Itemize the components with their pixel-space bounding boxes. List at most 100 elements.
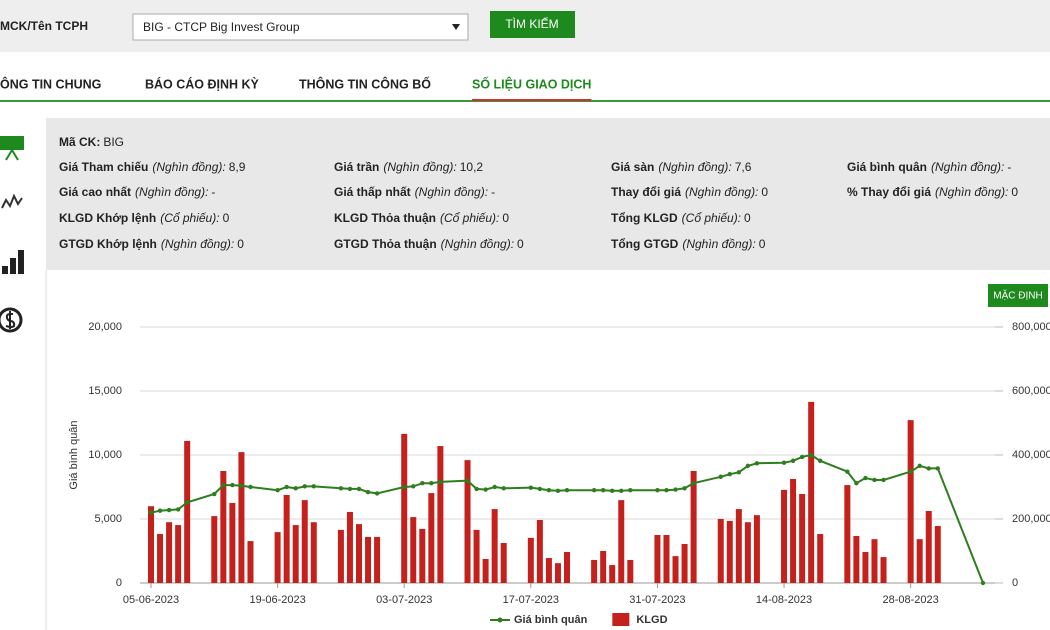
reset-button[interactable] bbox=[988, 284, 1048, 307]
info-label: Giá sàn bbox=[611, 160, 654, 174]
line-point bbox=[374, 491, 380, 496]
line-point bbox=[347, 486, 353, 492]
line-point bbox=[818, 458, 823, 463]
bar bbox=[726, 520, 733, 583]
info-unit: (Nghìn đồng): bbox=[135, 185, 208, 199]
sidebar-icon[interactable] bbox=[0, 136, 24, 150]
reset-button-text[interactable]: MẶC ĐỊNH bbox=[993, 289, 1042, 302]
info-value: - bbox=[491, 185, 495, 199]
line-point bbox=[438, 479, 443, 485]
tab-bar: ÔNG TIN CHUNG BÁO CÁO ĐỊNH KỲ THÔNG TIN CÔ… bbox=[0, 76, 592, 101]
bar bbox=[790, 479, 797, 583]
info-label: Tổng GTGD bbox=[611, 237, 679, 251]
y-tick-label: 20,000 bbox=[88, 321, 122, 333]
info-item: Giá cao nhất (Nghìn đồng): - bbox=[59, 185, 215, 199]
info-value: 8,9 bbox=[229, 160, 246, 174]
bar bbox=[283, 495, 290, 583]
sidebar-icon-part bbox=[5, 149, 13, 161]
bar bbox=[564, 551, 570, 583]
bar bbox=[781, 489, 788, 583]
tab[interactable]: BÁO CÁO ĐỊNH KỲ bbox=[145, 76, 260, 91]
bar bbox=[473, 529, 480, 583]
tab[interactable]: SỐ LIỆU GIAO DỊCH bbox=[472, 76, 591, 91]
sidebar-icon[interactable] bbox=[0, 307, 23, 333]
info-unit: (Nghìn đồng): bbox=[441, 237, 514, 251]
line-point bbox=[546, 488, 552, 493]
search-button-text[interactable]: TÌM KIẾM bbox=[505, 16, 558, 31]
line-point bbox=[619, 488, 624, 494]
line-point bbox=[221, 482, 226, 488]
info-item: Thay đổi giá (Nghìn đồng): 0 bbox=[611, 185, 768, 199]
bar bbox=[844, 485, 851, 583]
bar bbox=[654, 535, 661, 583]
info-item: KLGD Thỏa thuận (Cổ phiếu): 0 bbox=[334, 211, 509, 225]
bar bbox=[346, 511, 353, 583]
info-value: 0 bbox=[761, 185, 768, 199]
tab[interactable]: ÔNG TIN CHUNG bbox=[0, 76, 101, 91]
bar bbox=[817, 534, 824, 583]
bar bbox=[545, 558, 552, 583]
bar bbox=[880, 557, 887, 583]
line-point bbox=[338, 486, 344, 491]
info-value: 7,6 bbox=[735, 160, 752, 174]
search-button[interactable] bbox=[490, 11, 575, 38]
y-tick-label: 5,000 bbox=[94, 513, 122, 525]
y2-tick-label: 600,000 bbox=[1012, 385, 1050, 397]
bar bbox=[229, 503, 236, 583]
line-point bbox=[537, 486, 543, 492]
line-point bbox=[157, 508, 163, 513]
line-point bbox=[148, 510, 154, 515]
bar bbox=[247, 541, 254, 583]
line-point bbox=[628, 488, 633, 493]
line-point bbox=[492, 484, 497, 490]
line-point bbox=[501, 486, 506, 491]
info-label: % Thay đổi giá bbox=[847, 185, 931, 199]
bar bbox=[690, 471, 697, 583]
line-point bbox=[365, 489, 371, 495]
info-item: Tổng GTGD (Nghìn đồng): 0 bbox=[611, 237, 766, 251]
stock-select-value[interactable]: BIG - CTCP Big Invest Group bbox=[143, 20, 300, 34]
y-tick-label: 15,000 bbox=[88, 385, 122, 397]
info-unit: (Cổ phiếu): bbox=[160, 211, 219, 225]
line-point bbox=[872, 477, 877, 483]
info-value: 0 bbox=[502, 211, 509, 225]
tab[interactable]: THÔNG TIN CÔNG BỐ bbox=[299, 76, 431, 91]
line-point bbox=[166, 507, 172, 513]
info-item: Giá sàn (Nghìn đồng): 7,6 bbox=[611, 160, 752, 174]
line-point bbox=[908, 469, 913, 474]
sidebar-icon[interactable] bbox=[1, 193, 23, 209]
y2-tick-label: 800,000 bbox=[1012, 321, 1050, 333]
info-item: Giá trần (Nghìn đồng): 10,2 bbox=[334, 160, 483, 174]
line-point bbox=[474, 486, 479, 492]
bar bbox=[491, 509, 498, 583]
bar bbox=[753, 515, 760, 583]
bar bbox=[274, 532, 281, 583]
info-item: GTGD Thỏa thuận (Nghìn đồng): 0 bbox=[334, 237, 524, 251]
info-label: KLGD Khớp lệnh bbox=[59, 211, 156, 225]
bar bbox=[618, 500, 625, 583]
info-label: Thay đổi giá bbox=[611, 185, 681, 199]
bar bbox=[871, 539, 878, 583]
chart: 0 5,000 10,000 15,000 20,000 0 200,000 400,000 6… bbox=[88, 321, 1050, 626]
info-item: Mã CK: BIG bbox=[59, 135, 124, 149]
line-point bbox=[781, 460, 787, 465]
y-axis-title: Giá bình quân bbox=[68, 420, 80, 489]
line-point bbox=[239, 483, 244, 488]
line-point bbox=[754, 461, 760, 466]
line-point bbox=[564, 488, 570, 493]
line-point bbox=[293, 486, 298, 491]
line-point bbox=[917, 463, 922, 469]
bar bbox=[464, 460, 471, 583]
bar bbox=[609, 565, 616, 583]
y2-tick-label: 400,000 bbox=[1012, 449, 1050, 461]
select-arrow bbox=[452, 24, 460, 30]
line-point bbox=[465, 478, 470, 483]
info-unit: (Nghìn đồng): bbox=[935, 185, 1008, 199]
sidebar-icon[interactable] bbox=[2, 250, 24, 274]
stock-select[interactable] bbox=[132, 13, 469, 41]
y2-tick-label: 0 bbox=[1012, 577, 1018, 589]
info-unit: (Nghìn đồng): bbox=[685, 185, 758, 199]
info-value: 0 bbox=[744, 211, 751, 225]
